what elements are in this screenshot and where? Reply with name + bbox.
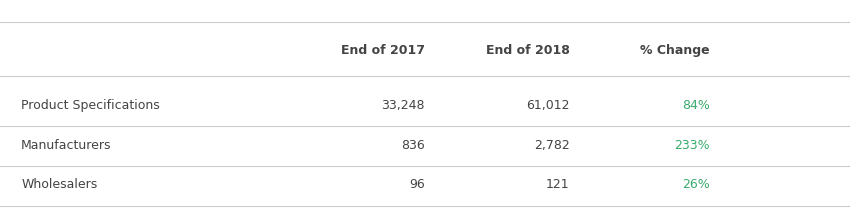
Text: 26%: 26% bbox=[682, 178, 710, 191]
Text: Manufacturers: Manufacturers bbox=[21, 139, 111, 152]
Text: Wholesalers: Wholesalers bbox=[21, 178, 98, 191]
Text: 61,012: 61,012 bbox=[526, 99, 570, 112]
Text: % Change: % Change bbox=[640, 44, 710, 57]
Text: 96: 96 bbox=[409, 178, 425, 191]
Text: 33,248: 33,248 bbox=[382, 99, 425, 112]
Text: End of 2018: End of 2018 bbox=[485, 44, 570, 57]
Text: Product Specifications: Product Specifications bbox=[21, 99, 160, 112]
Text: 84%: 84% bbox=[682, 99, 710, 112]
Text: 2,782: 2,782 bbox=[534, 139, 570, 152]
Text: 233%: 233% bbox=[674, 139, 710, 152]
Text: 836: 836 bbox=[401, 139, 425, 152]
Text: End of 2017: End of 2017 bbox=[341, 44, 425, 57]
Text: 121: 121 bbox=[546, 178, 570, 191]
